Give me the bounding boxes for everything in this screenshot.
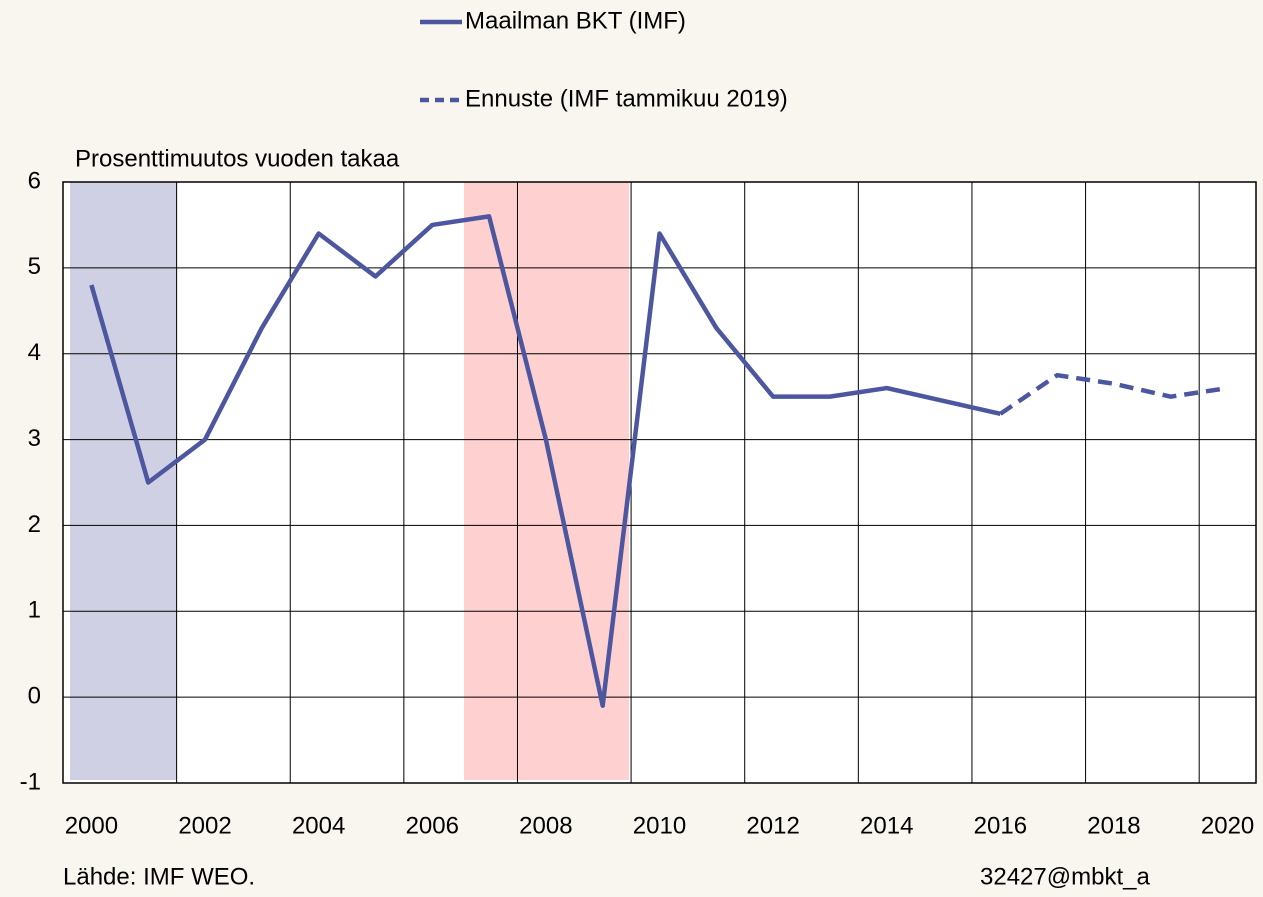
y-axis-label: Prosenttimuutos vuoden takaa	[75, 145, 400, 172]
x-tick-label: 2014	[860, 812, 913, 839]
y-tick-label: 6	[28, 167, 41, 194]
y-tick-label: 2	[28, 511, 41, 538]
x-tick-label: 2000	[65, 812, 118, 839]
y-tick-label: -1	[20, 768, 41, 795]
plot-border	[62, 181, 1257, 784]
shaded-period	[70, 182, 177, 780]
series-line	[999, 372, 1228, 416]
y-tick-label: 0	[28, 682, 41, 709]
y-tick-label: 4	[28, 339, 41, 366]
series-line	[89, 214, 1001, 708]
legend-label: Ennuste (IMF tammikuu 2019)	[465, 85, 788, 112]
legend-label: Maailman BKT (IMF)	[465, 7, 686, 34]
y-tick-label: 3	[28, 425, 41, 452]
plot-background	[63, 182, 1256, 783]
x-tick-label: 2012	[746, 812, 799, 839]
x-tick-label: 2008	[519, 812, 572, 839]
code: 32427@mbkt_a	[980, 863, 1150, 890]
shaded-period	[464, 182, 629, 780]
source: Lähde: IMF WEO.	[63, 863, 255, 890]
x-tick-label: 2010	[633, 812, 686, 839]
x-tick-label: 2016	[974, 812, 1027, 839]
x-tick-label: 2004	[292, 812, 345, 839]
x-tick-label: 2020	[1201, 812, 1254, 839]
y-tick-label: 1	[28, 597, 41, 624]
x-tick-label: 2018	[1087, 812, 1140, 839]
y-tick-label: 5	[28, 253, 41, 280]
x-tick-label: 2006	[406, 812, 459, 839]
x-tick-label: 2002	[178, 812, 231, 839]
